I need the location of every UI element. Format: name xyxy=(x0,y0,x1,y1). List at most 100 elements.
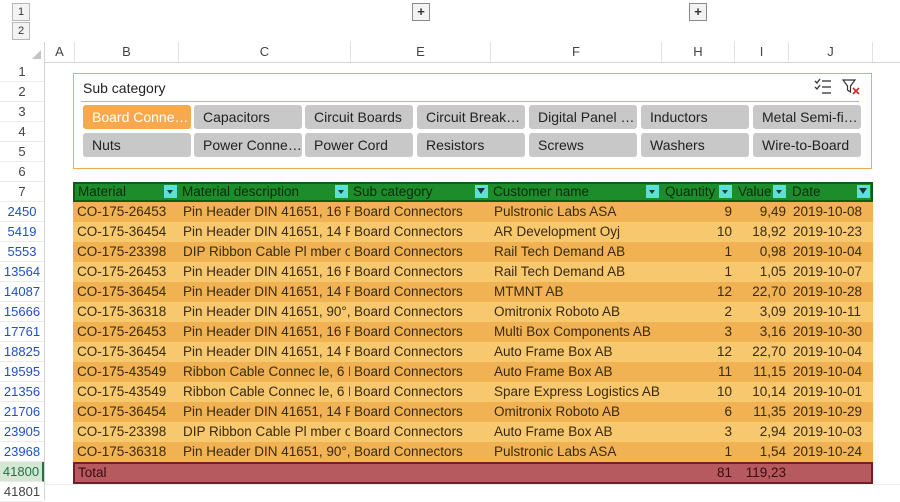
cell-customer[interactable]: Auto Frame Box AB xyxy=(494,424,613,439)
cell-value[interactable]: 22,70 xyxy=(752,284,786,299)
cell-sub-category[interactable]: Board Connectors xyxy=(354,244,463,259)
row-header[interactable]: 3 xyxy=(0,102,44,122)
cell-customer[interactable]: MTMNT AB xyxy=(494,284,564,299)
cell-customer[interactable]: Omitronix Roboto AB xyxy=(494,304,621,319)
row-header[interactable]: 2 xyxy=(0,82,44,102)
slicer-item-circuit-breakers[interactable]: Circuit Break… xyxy=(417,105,525,129)
multi-select-icon[interactable] xyxy=(813,78,833,96)
outline-level-1-button[interactable]: 1 xyxy=(12,3,30,21)
slicer-item-power-cord[interactable]: Power Cord xyxy=(305,133,413,157)
row-header[interactable]: 5 xyxy=(0,142,44,162)
cell-date[interactable]: 2019-10-04 xyxy=(793,364,863,379)
cell-description[interactable]: Pin Header DIN 41651, 90°, xyxy=(183,304,350,319)
slicer-item-capacitors[interactable]: Capacitors xyxy=(194,105,302,129)
column-header-h[interactable]: H xyxy=(662,42,735,62)
cell-value[interactable]: 3,16 xyxy=(759,324,786,339)
filter-applied-icon[interactable] xyxy=(857,185,870,198)
cell-quantity[interactable]: 1 xyxy=(724,244,732,259)
cell-date[interactable]: 2019-10-01 xyxy=(793,384,863,399)
cell-date[interactable]: 2019-10-03 xyxy=(793,424,863,439)
slicer-item-nuts[interactable]: Nuts xyxy=(83,133,191,157)
row-header[interactable]: 7 xyxy=(0,182,44,202)
filter-dropdown-icon[interactable] xyxy=(335,185,348,198)
row-header[interactable]: 17761 xyxy=(0,322,44,342)
cell-date[interactable]: 2019-10-11 xyxy=(793,304,862,319)
slicer-item-metal-semi-finished[interactable]: Metal Semi-fi… xyxy=(753,105,861,129)
cell-value[interactable]: 2,94 xyxy=(759,424,786,439)
cell-material[interactable]: CO-175-43549 xyxy=(77,364,167,379)
cell-value[interactable]: 10,14 xyxy=(752,384,786,399)
cell-description[interactable]: Ribbon Cable Connec le, 6 Pc xyxy=(183,384,350,399)
cell-quantity[interactable]: 2 xyxy=(724,304,732,319)
slicer-item-digital-panel[interactable]: Digital Panel … xyxy=(529,105,637,129)
cell-material[interactable]: CO-175-26453 xyxy=(77,324,167,339)
row-header[interactable]: 5553 xyxy=(0,242,44,262)
cell-quantity[interactable]: 3 xyxy=(724,324,732,339)
cell-customer[interactable]: Rail Tech Demand AB xyxy=(494,264,626,279)
header-material[interactable]: Material xyxy=(78,184,127,199)
cell-sub-category[interactable]: Board Connectors xyxy=(354,424,463,439)
cell-date[interactable]: 2019-10-24 xyxy=(793,444,863,459)
row-header[interactable]: 21706 xyxy=(0,402,44,422)
row-header[interactable]: 1 xyxy=(0,62,44,82)
cell-quantity[interactable]: 6 xyxy=(724,404,732,419)
header-value[interactable]: Value xyxy=(738,184,772,199)
cell-date[interactable]: 2019-10-23 xyxy=(793,224,863,239)
cell-description[interactable]: Pin Header DIN 41651, 14 P xyxy=(183,284,350,299)
cell-customer[interactable]: Pulstronic Labs ASA xyxy=(494,204,617,219)
filter-applied-icon[interactable] xyxy=(475,185,488,198)
cell-description[interactable]: Pin Header DIN 41651, 16 P xyxy=(183,324,350,339)
cell-material[interactable]: CO-175-26453 xyxy=(77,204,167,219)
row-header[interactable]: 23968 xyxy=(0,442,44,462)
row-header[interactable]: 18825 xyxy=(0,342,44,362)
cell-sub-category[interactable]: Board Connectors xyxy=(354,324,463,339)
cell-quantity[interactable]: 12 xyxy=(716,284,732,299)
column-header-b[interactable]: B xyxy=(75,42,179,62)
total-quantity[interactable]: 81 xyxy=(716,465,732,480)
cell-date[interactable]: 2019-10-04 xyxy=(793,244,863,259)
cell-material[interactable]: CO-175-26453 xyxy=(77,264,167,279)
cell-customer[interactable]: Multi Box Components AB xyxy=(494,324,651,339)
cell-description[interactable]: Pin Header DIN 41651, 14 P xyxy=(183,344,350,359)
row-header[interactable]: 41801 xyxy=(0,482,44,502)
cell-description[interactable]: Pin Header DIN 41651, 90°, xyxy=(183,444,350,459)
expand-group-button[interactable]: + xyxy=(689,3,707,21)
slicer-item-inductors[interactable]: Inductors xyxy=(641,105,749,129)
cell-material[interactable]: CO-175-36318 xyxy=(77,304,167,319)
cell-quantity[interactable]: 10 xyxy=(716,224,732,239)
cell-material[interactable]: CO-175-36454 xyxy=(77,404,167,419)
cell-sub-category[interactable]: Board Connectors xyxy=(354,404,463,419)
cell-material[interactable]: CO-175-36318 xyxy=(77,444,167,459)
cell-material[interactable]: CO-175-36454 xyxy=(77,344,167,359)
total-value[interactable]: 119,23 xyxy=(745,465,786,480)
cell-date[interactable]: 2019-10-04 xyxy=(793,344,863,359)
column-header-f[interactable]: F xyxy=(491,42,662,62)
cell-quantity[interactable]: 9 xyxy=(724,204,732,219)
cell-customer[interactable]: Rail Tech Demand AB xyxy=(494,244,626,259)
row-header[interactable]: 14087 xyxy=(0,282,44,302)
header-sub-category[interactable]: Sub category xyxy=(353,184,433,199)
cell-value[interactable]: 18,92 xyxy=(752,224,786,239)
cell-value[interactable]: 0,98 xyxy=(759,244,786,259)
column-header-a[interactable]: A xyxy=(45,42,75,62)
cell-value[interactable]: 1,54 xyxy=(759,444,786,459)
row-header[interactable]: 21356 xyxy=(0,382,44,402)
cell-customer[interactable]: Omitronix Roboto AB xyxy=(494,404,621,419)
cell-description[interactable]: Pin Header DIN 41651, 14 P xyxy=(183,404,350,419)
clear-filter-icon[interactable] xyxy=(842,78,862,96)
cell-description[interactable]: Pin Header DIN 41651, 16 P xyxy=(183,264,350,279)
header-quantity[interactable]: Quantity xyxy=(665,184,716,199)
cell-value[interactable]: 11,15 xyxy=(753,364,786,379)
filter-dropdown-icon[interactable] xyxy=(773,185,786,198)
cell-value[interactable]: 9,49 xyxy=(759,204,786,219)
cell-description[interactable]: Ribbon Cable Connec le, 6 Pc xyxy=(183,364,350,379)
cell-material[interactable]: CO-175-23398 xyxy=(77,424,167,439)
row-header[interactable]: 19595 xyxy=(0,362,44,382)
cell-material[interactable]: CO-175-36454 xyxy=(77,224,167,239)
row-header[interactable]: 4 xyxy=(0,122,44,142)
cell-material[interactable]: CO-175-23398 xyxy=(77,244,167,259)
cell-customer[interactable]: Spare Express Logistics AB xyxy=(494,384,660,399)
cell-value[interactable]: 22,70 xyxy=(752,344,786,359)
cell-description[interactable]: DIP Ribbon Cable Pl mber of xyxy=(183,424,350,439)
slicer-item-power-connectors[interactable]: Power Conne… xyxy=(194,133,302,157)
